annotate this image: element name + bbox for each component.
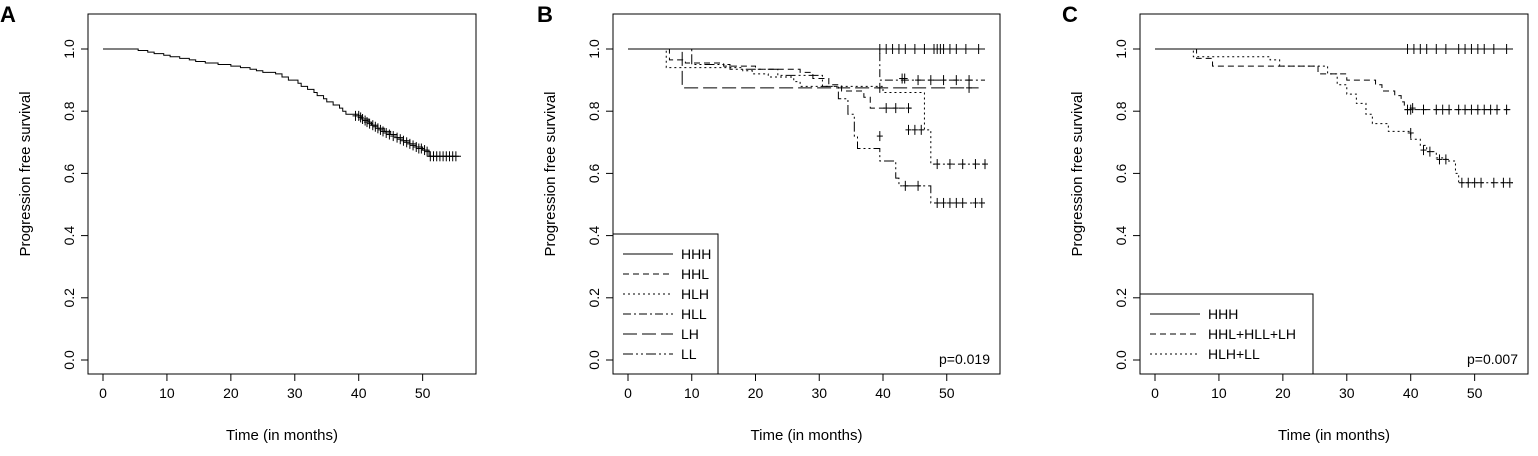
x-tick-label: 0	[99, 385, 107, 401]
plot-frame	[87, 13, 477, 375]
legend-label: HHH	[681, 246, 711, 262]
y-tick-label: 0.2	[1113, 288, 1129, 308]
legend-label: HLH+LL	[1208, 346, 1260, 362]
plot-frame	[612, 13, 1001, 375]
x-tick-label: 40	[875, 385, 891, 401]
y-tick-label: 0.0	[586, 350, 602, 370]
x-tick-label: 30	[1339, 385, 1355, 401]
x-tick-label: 10	[159, 385, 175, 401]
legend-box	[1139, 293, 1314, 375]
plot-b: 0 10 20 30 40 50 0.0 0.2 0.4 0.6 0.8 1.0 Time (in mo…	[542, 13, 1001, 444]
km-curve-hlh	[628, 48, 985, 165]
y-tick-label: 0.6	[61, 163, 77, 183]
p-value-label: p=0.019	[939, 351, 990, 367]
y-tick-label: 1.0	[61, 39, 77, 59]
x-tick-label: 10	[684, 385, 700, 401]
x-tick-label: 50	[939, 385, 955, 401]
km-curve-ll	[628, 48, 985, 204]
y-tick-label: 0.6	[586, 163, 602, 183]
legend-label: LH	[681, 326, 699, 342]
km-curve-hhl	[628, 48, 912, 109]
x-axis-label: Time (in months)	[226, 427, 338, 444]
x-tick-label: 20	[748, 385, 764, 401]
x-tick-label: 20	[223, 385, 239, 401]
legend-label: HHL+HLL+LH	[1208, 326, 1296, 342]
y-tick-label: 0.4	[61, 226, 77, 246]
x-tick-label: 20	[1275, 385, 1291, 401]
plot-a: 0 10 20 30 40 50 0.0 0.2 0.4 0.6 0.8 1.0 Time (in mo…	[17, 13, 477, 444]
plot-c: 0 10 20 30 40 50 0.0 0.2 0.4 0.6 0.8 1.0 Time (in mo…	[1069, 13, 1529, 444]
x-tick-label: 50	[415, 385, 431, 401]
x-tick-label: 10	[1211, 385, 1227, 401]
y-tick-label: 0.8	[61, 101, 77, 121]
y-tick-label: 0.2	[61, 288, 77, 308]
km-curve-hhl-hll-lh	[1155, 48, 1513, 111]
y-tick-label: 0.0	[61, 350, 77, 370]
x-tick-label: 50	[1467, 385, 1483, 401]
p-value-label: p=0.007	[1467, 351, 1518, 367]
x-tick-label: 30	[811, 385, 827, 401]
x-tick-label: 40	[351, 385, 367, 401]
legend-label: HLH	[681, 286, 709, 302]
y-tick-label: 0.6	[1113, 163, 1129, 183]
panel-c: C 0 10 20 30 40 50 0.0 0.2 0.4 0.6 0.8 1.0 Time (in …	[1062, 2, 1529, 444]
legend-label: HLL	[681, 306, 707, 322]
y-axis-label: Progression free survival	[1069, 91, 1086, 256]
y-tick-label: 0.8	[586, 101, 602, 121]
panel-b: B 0 10 20 30 40 50 0.0 0.2 0.4 0.6 0.8 1.0 Time (in …	[537, 2, 1001, 444]
panel-letter-b: B	[537, 2, 553, 27]
panel-letter-a: A	[0, 2, 16, 27]
y-tick-label: 0.8	[1113, 101, 1129, 121]
legend-label: LL	[681, 346, 697, 362]
x-tick-label: 0	[1151, 385, 1159, 401]
plot-frame	[1139, 13, 1529, 375]
x-tick-label: 0	[624, 385, 632, 401]
y-axis-label: Progression free survival	[17, 91, 34, 256]
legend-label: HHH	[1208, 306, 1238, 322]
panel-letter-c: C	[1062, 2, 1078, 27]
panel-a: A 0 10 20 30 40 50 0.0 0.2 0.4 0.6 0.8 1.0 Time (in …	[0, 2, 477, 444]
km-curve-all-patients	[103, 48, 461, 157]
legend-label: HHL	[681, 266, 709, 282]
legend-box	[612, 233, 719, 375]
y-tick-label: 0.4	[586, 226, 602, 246]
x-tick-label: 40	[1403, 385, 1419, 401]
y-axis-label: Progression free survival	[542, 91, 559, 256]
km-curve-lh	[628, 48, 979, 89]
x-axis-label: Time (in months)	[751, 427, 863, 444]
y-tick-label: 0.0	[1113, 350, 1129, 370]
km-curve-hlh-ll	[1155, 48, 1513, 184]
x-axis-label: Time (in months)	[1278, 427, 1390, 444]
y-tick-label: 0.2	[586, 288, 602, 308]
y-tick-label: 1.0	[586, 39, 602, 59]
y-tick-label: 0.4	[1113, 226, 1129, 246]
x-tick-label: 30	[287, 385, 303, 401]
km-curve-hll	[628, 48, 985, 81]
y-tick-label: 1.0	[1113, 39, 1129, 59]
